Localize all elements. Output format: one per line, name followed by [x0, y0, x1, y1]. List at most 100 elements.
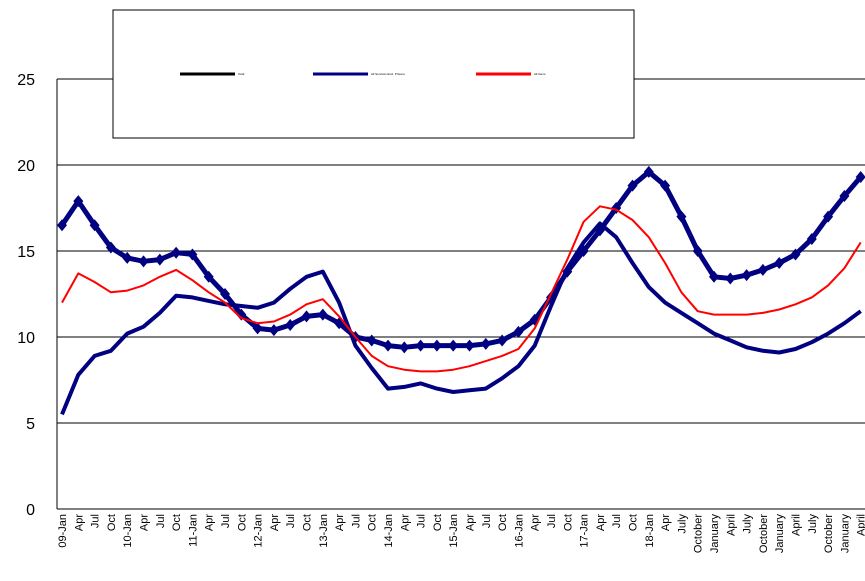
x-tick-label: 15-Jan: [448, 514, 460, 548]
x-tick-label: April: [791, 514, 803, 536]
marker: [643, 165, 654, 178]
legend-label: All Items: [534, 72, 546, 76]
marker: [839, 189, 850, 202]
x-tick-label: Oct: [171, 514, 183, 531]
x-tick-label: 12-Jan: [253, 514, 265, 548]
x-tick-label: 17-Jan: [579, 514, 591, 548]
x-tick-label: 16-Jan: [513, 514, 525, 548]
x-tick-label: July: [742, 514, 754, 534]
x-tick-label: October: [823, 514, 835, 553]
marker: [252, 322, 263, 335]
x-tick-label: Oct: [236, 514, 248, 531]
marker: [692, 245, 703, 257]
marker: [203, 270, 214, 283]
marker: [823, 210, 834, 223]
x-tick-label: Jul: [611, 514, 623, 528]
x-tick-label: Apr: [399, 514, 411, 531]
marker: [220, 288, 230, 300]
marker: [855, 171, 865, 184]
x-tick-label: Jul: [90, 514, 102, 528]
x-tick-label: Apr: [660, 514, 672, 531]
x-tick-label: July: [676, 514, 688, 534]
x-tick-label: Apr: [204, 514, 216, 531]
marker: [366, 334, 377, 347]
marker: [171, 246, 182, 259]
y-tick-label: 10: [17, 330, 35, 347]
x-tick-label: April: [856, 514, 865, 536]
legend-label: All Services Excl. Prisons: [371, 72, 405, 76]
marker: [89, 219, 100, 232]
marker: [317, 308, 328, 321]
x-tick-label: Jul: [350, 514, 362, 528]
marker: [301, 310, 312, 323]
x-tick-label: July: [807, 514, 819, 534]
y-tick-label: 25: [17, 72, 35, 89]
x-tick-label: Jul: [481, 514, 493, 528]
y-tick-label: 0: [26, 502, 35, 519]
x-tick-label: January: [774, 514, 786, 554]
legend-label: Total: [238, 72, 245, 76]
x-tick-label: Jul: [155, 514, 167, 528]
x-tick-label: 10-Jan: [122, 514, 134, 548]
marker: [138, 255, 149, 268]
x-tick-label: 18-Jan: [644, 514, 656, 548]
marker: [73, 195, 84, 208]
x-tick-label: October: [758, 514, 770, 553]
marker: [285, 318, 296, 331]
x-tick-label: Jul: [416, 514, 428, 528]
x-tick-label: Oct: [302, 514, 314, 531]
x-tick-label: Apr: [269, 514, 281, 531]
marker: [399, 341, 410, 354]
marker: [676, 210, 687, 223]
marker: [806, 232, 817, 245]
marker: [415, 339, 426, 352]
marker: [774, 257, 785, 270]
x-tick-label: Oct: [562, 514, 574, 531]
x-tick-label: 09-Jan: [57, 514, 69, 548]
x-tick-label: Jul: [285, 514, 297, 528]
x-tick-label: Apr: [139, 514, 151, 531]
y-tick-label: 20: [17, 158, 35, 175]
x-tick-label: Jul: [546, 514, 558, 528]
marker: [660, 179, 671, 192]
series-line: [61, 205, 862, 373]
x-tick-label: Oct: [367, 514, 379, 531]
marker: [725, 272, 736, 285]
marker: [480, 337, 491, 350]
x-tick-label: Oct: [106, 514, 118, 531]
x-tick-label: January: [709, 514, 721, 554]
marker: [709, 270, 719, 283]
y-tick-label: 15: [17, 244, 35, 261]
marker: [448, 339, 459, 352]
marker: [627, 179, 638, 192]
x-tick-label: Apr: [465, 514, 477, 531]
x-tick-label: Oct: [497, 514, 509, 531]
y-tick-label: 5: [26, 416, 35, 433]
x-tick-label: Apr: [595, 514, 607, 531]
marker: [383, 339, 393, 352]
x-tick-label: January: [839, 514, 851, 554]
x-tick-label: 13-Jan: [318, 514, 330, 548]
marker: [57, 219, 67, 232]
x-tick-label: 11-Jan: [187, 514, 199, 547]
x-tick-label: 14-Jan: [383, 514, 395, 548]
marker: [790, 248, 801, 261]
marker: [122, 251, 133, 264]
x-tick-label: April: [725, 514, 737, 536]
x-tick-label: Oct: [628, 514, 640, 531]
marker: [105, 241, 116, 254]
x-tick-label: Jul: [220, 514, 232, 528]
marker: [464, 339, 475, 352]
series-line: [60, 221, 862, 416]
x-tick-label: Apr: [530, 514, 542, 531]
marker: [757, 263, 768, 276]
marker: [187, 248, 198, 261]
marker: [431, 339, 442, 352]
x-tick-label: Oct: [432, 514, 444, 531]
marker: [154, 253, 165, 266]
marker: [497, 334, 508, 347]
marker: [513, 325, 524, 338]
series-line: [59, 169, 863, 350]
marker: [268, 324, 279, 337]
